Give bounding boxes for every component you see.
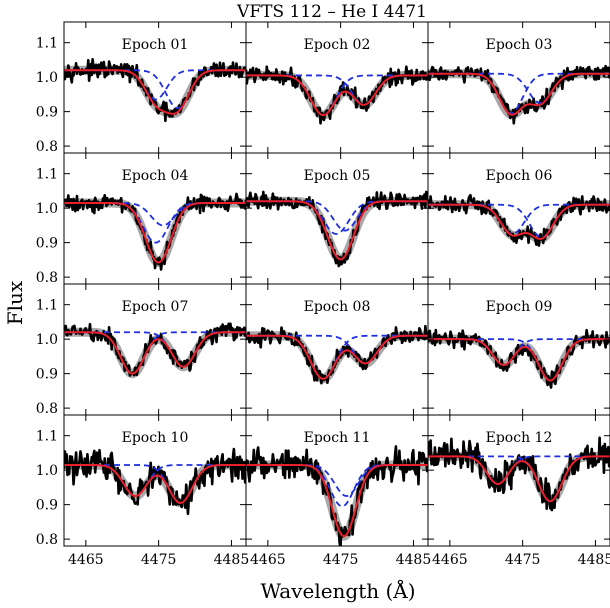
x-tick-label: 4465 — [250, 552, 286, 568]
x-axis-label: Wavelength (Å) — [260, 578, 415, 603]
panel-frame — [427, 414, 610, 547]
y-tick-label: 0.8 — [36, 270, 58, 286]
y-tick-label: 1.1 — [36, 167, 58, 183]
panel-epoch-03: Epoch 03 — [427, 21, 610, 154]
panel-epoch-09: Epoch 09 — [427, 283, 610, 416]
panel-plot-area — [64, 447, 246, 516]
epoch-label: Epoch 05 — [304, 168, 371, 184]
observed-spectrum — [64, 192, 246, 271]
panel-epoch-01: Epoch 01 0.8 0.9 1.0 1.1 — [36, 21, 247, 155]
fit-curve — [64, 201, 246, 264]
epoch-label: Epoch 04 — [122, 168, 189, 184]
y-axis-label: Flux — [3, 280, 27, 325]
x-tick-label: 4475 — [505, 552, 541, 568]
x-tick-label: 4485 — [396, 552, 432, 568]
fit-curve — [64, 331, 246, 375]
y-tick-label: 1.1 — [36, 429, 58, 445]
x-tick-label: 4465 — [432, 552, 468, 568]
fit-curve — [246, 74, 428, 117]
observed-spectrum — [246, 190, 428, 268]
x-tick-label: 4475 — [323, 552, 359, 568]
figure-title: VFTS 112 – He I 4471 — [236, 2, 427, 22]
epoch-label: Epoch 03 — [486, 37, 553, 53]
panel-plot-area — [246, 324, 428, 385]
epoch-label: Epoch 11 — [304, 430, 371, 446]
y-tick-label: 0.9 — [36, 367, 58, 383]
fit-curve — [246, 200, 428, 261]
observed-spectrum — [428, 436, 610, 512]
panel-plot-area — [246, 65, 428, 125]
panel-plot-area — [246, 445, 428, 546]
y-tick-label: 0.8 — [36, 532, 58, 548]
panel-plot-area — [246, 190, 428, 268]
panel-plot-area — [428, 193, 610, 247]
fit-curve — [64, 69, 246, 115]
epoch-label: Epoch 06 — [486, 168, 553, 184]
fit-curve — [246, 463, 428, 538]
y-tick-label: 0.9 — [36, 498, 58, 514]
y-tick-label: 0.9 — [36, 105, 58, 121]
panel-epoch-04: Epoch 04 0.8 0.9 1.0 1.1 — [36, 152, 247, 286]
panel-plot-area — [64, 192, 246, 271]
panel-epoch-06: Epoch 06 — [427, 152, 610, 285]
panel-grid: Epoch 01 0.8 0.9 1.0 1.1 Epoch 02 Epoch 03 Epoc… — [36, 21, 610, 568]
observed-spectrum — [64, 447, 246, 516]
panel-plot-area — [64, 57, 246, 123]
observed-spectrum — [246, 65, 428, 125]
y-tick-label: 1.1 — [36, 36, 58, 52]
fit-curve — [64, 463, 246, 504]
x-tick-label: 4465 — [68, 552, 104, 568]
epoch-label: Epoch 02 — [304, 37, 371, 53]
x-tick-label: 4485 — [214, 552, 250, 568]
panel-epoch-11: Epoch 11 4465 4475 4485 — [245, 414, 432, 568]
panel-epoch-05: Epoch 05 — [245, 152, 429, 285]
observed-spectrum — [428, 193, 610, 247]
panel-epoch-10: Epoch 10 0.8 0.9 1.0 1.1 4465 4475 4485 — [36, 414, 250, 568]
epoch-label: Epoch 09 — [486, 299, 553, 315]
epoch-label: Epoch 12 — [486, 430, 553, 446]
model-band — [246, 196, 428, 264]
model-band — [64, 198, 246, 267]
y-tick-label: 1.0 — [36, 70, 58, 86]
y-tick-label: 1.0 — [36, 463, 58, 479]
component-1-curve — [246, 464, 428, 508]
epoch-label: Epoch 08 — [304, 299, 371, 315]
y-tick-label: 1.0 — [36, 201, 58, 217]
panel-plot-area — [64, 322, 246, 379]
panel-epoch-12: Epoch 12 4465 4475 4485 — [427, 414, 610, 568]
epoch-label: Epoch 01 — [122, 37, 189, 53]
panel-epoch-08: Epoch 08 — [245, 283, 429, 416]
fit-curve — [428, 455, 610, 503]
fit-curve — [428, 203, 610, 240]
fit-curve — [246, 334, 428, 380]
y-tick-label: 0.8 — [36, 139, 58, 155]
panel-plot-area — [428, 436, 610, 512]
panel-plot-area — [428, 64, 610, 125]
panel-plot-area — [428, 328, 610, 389]
x-tick-label: 4485 — [578, 552, 610, 568]
y-tick-label: 0.9 — [36, 236, 58, 252]
x-tick-label: 4475 — [141, 552, 177, 568]
panel-epoch-07: Epoch 07 0.8 0.9 1.0 1.1 — [36, 283, 247, 417]
fit-curve — [428, 338, 610, 382]
fit-curve — [428, 72, 610, 116]
y-tick-label: 0.8 — [36, 401, 58, 417]
epoch-label: Epoch 10 — [122, 430, 189, 446]
observed-spectrum — [246, 324, 428, 385]
panel-epoch-02: Epoch 02 — [245, 21, 429, 154]
epoch-label: Epoch 07 — [122, 299, 189, 315]
y-tick-label: 1.1 — [36, 298, 58, 314]
y-tick-label: 1.0 — [36, 332, 58, 348]
